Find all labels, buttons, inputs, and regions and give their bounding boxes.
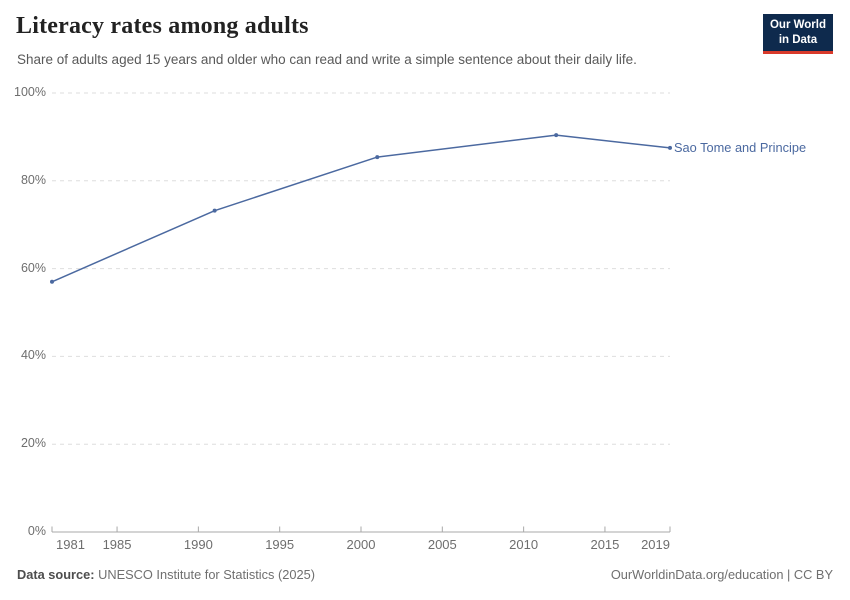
y-axis-tick-label: 20% (20, 436, 46, 451)
trend-line (51, 134, 671, 283)
owid-logo-line2: in Data (778, 33, 818, 46)
data-point (668, 145, 672, 150)
y-axis-tick-label: 80% (20, 172, 46, 187)
x-axis-tick-label: 2015 (590, 537, 620, 552)
y-axis-tick-label: 40% (20, 348, 46, 363)
x-axis-tick-label: 2000 (346, 537, 376, 552)
y-axis-tick-label: 0% (27, 524, 46, 538)
data-source-label: Data source: (17, 567, 95, 582)
x-axis-tick-label: 2005 (427, 537, 457, 552)
data-point (212, 208, 217, 213)
owid-logo-line1: Our World (769, 19, 826, 31)
data-point (50, 279, 54, 284)
x-axis-tick-label: 2010 (509, 537, 539, 552)
data-source-text: UNESCO Institute for Statistics (2025) (94, 567, 315, 582)
series-label: Sao Tome and Principe (674, 139, 807, 155)
owid-logo: Our World in Data (762, 14, 833, 54)
x-axis-tick-label: 1981 (56, 537, 85, 552)
page-title: Literacy rates among adults (16, 13, 309, 39)
data-point (375, 155, 380, 160)
page-subtitle: Share of adults aged 15 years and older … (17, 52, 637, 67)
credit-line: OurWorldinData.org/education | CC BY (610, 567, 833, 582)
data-point (554, 133, 559, 138)
x-axis-tick-label: 1990 (183, 537, 213, 552)
y-axis-tick-label: 60% (20, 260, 46, 275)
y-axis-tick-label: 100% (14, 85, 46, 99)
chart-footer: Data source: UNESCO Institute for Statis… (17, 567, 833, 582)
x-axis-tick-label: 2019 (641, 537, 670, 552)
x-axis-tick-label: 1995 (265, 537, 295, 552)
x-axis-tick-label: 1985 (102, 537, 132, 552)
data-source: Data source: UNESCO Institute for Statis… (17, 567, 315, 582)
